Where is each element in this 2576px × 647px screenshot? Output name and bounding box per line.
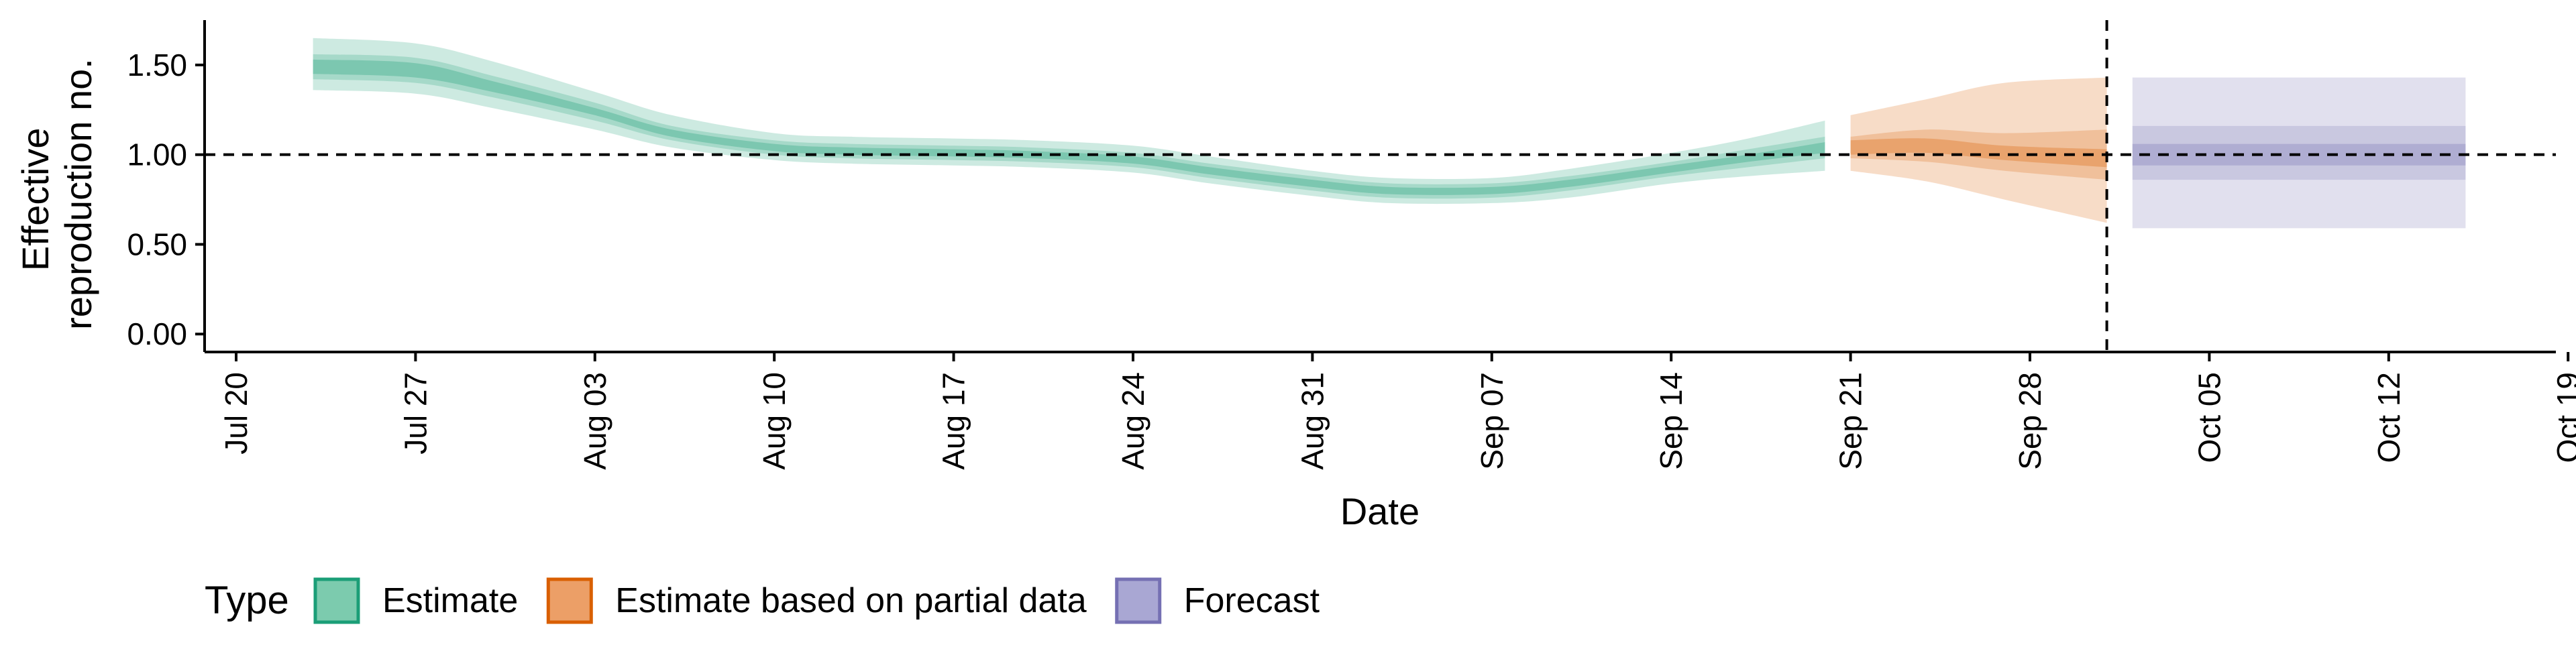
x-tick-label-11: Oct 05: [2192, 372, 2226, 463]
series-2-bands: [2132, 77, 2466, 229]
series-2-ci90-band: [2132, 77, 2466, 229]
legend-label-0: Estimate: [382, 581, 518, 620]
bands-layer: [313, 38, 2466, 229]
y-axis-title-line-1: Effective: [14, 127, 56, 271]
x-tick-label-1: Jul 27: [398, 372, 433, 455]
x-tick-label-7: Sep 07: [1474, 372, 1509, 470]
x-tick-label-2: Aug 03: [578, 372, 612, 470]
y-tick-label-3: 1.50: [127, 48, 187, 82]
series-0-ci90-band: [313, 38, 1825, 204]
legend-key-2: [1115, 577, 1162, 624]
y-tick-label-1: 0.50: [127, 227, 187, 261]
legend-item-0: Estimate: [313, 577, 518, 624]
axes-layer: 0.00 0.50 1.00 1.50 Jul 20 Jul 27 Aug 03 Aug 10…: [127, 20, 2576, 470]
legend-item-2: Forecast: [1115, 577, 1320, 624]
series-1-bands: [1850, 77, 2107, 223]
y-axis-title-line-2: reproduction no.: [57, 58, 99, 330]
x-axis-title: Date: [1340, 490, 1419, 532]
y-tick-label-2: 1.00: [127, 137, 187, 172]
legend-label-1: Estimate based on partial data: [615, 581, 1087, 620]
legend: Type Estimate Estimate based on partial d…: [205, 577, 1320, 624]
series-0-bands: [313, 38, 1825, 204]
x-tick-label-6: Aug 31: [1295, 372, 1330, 470]
series-1-ci20-band: [1850, 138, 2107, 168]
legend-item-1: Estimate based on partial data: [546, 577, 1087, 624]
y-tick-label-0: 0.00: [127, 316, 187, 351]
x-tick-label-10: Sep 28: [2012, 372, 2047, 470]
x-tick-label-5: Aug 24: [1116, 372, 1150, 470]
legend-key-1: [546, 577, 593, 624]
series-0-ci50-band: [313, 54, 1825, 199]
x-tick-label-9: Sep 21: [1833, 372, 1868, 470]
x-tick-label-4: Aug 17: [936, 372, 971, 470]
x-tick-label-8: Sep 14: [1654, 372, 1688, 470]
x-tick-label-13: Oct 19: [2551, 372, 2576, 463]
x-tick-label-0: Jul 20: [219, 372, 254, 455]
series-2-ci50-band: [2132, 125, 2466, 180]
y-axis-title: Effective reproduction no.: [14, 58, 99, 330]
x-tick-label-3: Aug 10: [757, 372, 792, 470]
reference-lines-layer: [205, 20, 2556, 352]
series-1-ci90-band: [1850, 77, 2107, 223]
legend-label-2: Forecast: [1184, 581, 1320, 620]
legend-key-0: [313, 577, 360, 624]
x-tick-label-12: Oct 12: [2371, 372, 2406, 463]
legend-title: Type: [205, 579, 289, 622]
